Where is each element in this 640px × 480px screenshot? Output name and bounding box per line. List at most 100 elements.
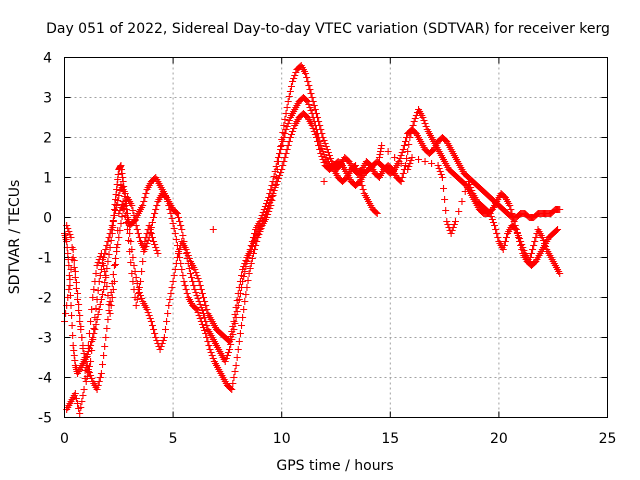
data-point	[358, 182, 366, 189]
data-point	[107, 302, 115, 309]
data-point	[468, 187, 476, 194]
data-point	[184, 252, 192, 259]
data-point	[442, 207, 450, 214]
data-point	[127, 259, 135, 266]
data-point	[145, 312, 153, 319]
data-point	[494, 234, 502, 241]
data-point	[109, 271, 117, 278]
data-point	[110, 212, 118, 219]
data-point	[441, 196, 449, 203]
data-point	[279, 129, 287, 136]
data-point	[238, 272, 246, 279]
data-point	[406, 160, 414, 167]
y-tick-label: -5	[38, 411, 52, 427]
data-point	[305, 101, 313, 108]
data-point	[151, 241, 159, 248]
data-point	[403, 155, 411, 162]
data-point	[110, 262, 118, 269]
data-point	[458, 198, 466, 205]
data-point	[71, 390, 79, 397]
data-point	[84, 342, 92, 349]
data-point	[234, 290, 242, 297]
data-point	[130, 262, 138, 269]
data-point	[372, 209, 380, 216]
data-point	[318, 130, 326, 137]
data-point	[166, 206, 174, 213]
data-point	[289, 78, 297, 85]
data-point	[235, 284, 243, 291]
y-tick-label: 0	[43, 211, 52, 227]
data-point	[270, 187, 278, 194]
data-point	[235, 338, 243, 345]
data-point	[173, 254, 181, 261]
data-point	[527, 250, 535, 257]
data-point	[134, 230, 142, 237]
data-point	[123, 226, 131, 233]
grid	[64, 57, 608, 418]
data-point	[405, 163, 413, 170]
data-point	[169, 278, 177, 285]
data-point	[397, 178, 405, 185]
data-point	[93, 262, 101, 269]
data-point	[152, 206, 160, 213]
data-point	[312, 110, 320, 117]
data-point	[128, 270, 136, 277]
data-point	[62, 310, 70, 317]
data-point	[242, 291, 250, 298]
data-point	[67, 266, 75, 273]
data-point	[303, 74, 311, 81]
data-point	[195, 312, 203, 319]
data-point	[202, 302, 210, 309]
data-point	[153, 202, 161, 209]
data-point	[520, 247, 528, 254]
data-point	[208, 352, 216, 359]
data-point	[228, 386, 236, 393]
data-point	[529, 246, 537, 253]
data-point	[397, 160, 405, 167]
data-point	[103, 283, 111, 290]
data-point	[183, 290, 191, 297]
data-point	[279, 162, 287, 169]
data-point	[278, 166, 286, 173]
data-point	[232, 314, 240, 321]
data-point	[281, 116, 289, 123]
data-point	[272, 181, 280, 188]
data-point	[154, 250, 162, 257]
data-point	[99, 361, 107, 368]
data-point	[317, 126, 325, 133]
data-point	[129, 207, 137, 214]
data-point	[224, 337, 232, 344]
data-point	[240, 306, 248, 313]
data-point	[231, 368, 239, 375]
data-point	[402, 162, 410, 169]
data-point	[180, 278, 188, 285]
data-point	[197, 318, 205, 325]
data-point	[408, 154, 416, 161]
data-point	[245, 270, 253, 277]
data-point	[274, 175, 282, 182]
data-point	[104, 292, 112, 299]
plot-frame	[64, 57, 608, 418]
data-point	[315, 118, 323, 125]
data-point	[68, 322, 76, 329]
data-point	[142, 190, 150, 197]
data-point	[121, 190, 129, 197]
data-point	[269, 190, 277, 197]
data-point	[175, 214, 183, 221]
data-point	[176, 218, 184, 225]
data-point	[286, 134, 294, 141]
data-point	[488, 216, 496, 223]
data-point	[289, 128, 297, 135]
data-point	[306, 86, 314, 93]
data-point	[108, 294, 116, 301]
data-point	[422, 123, 430, 130]
y-tick-label: -2	[38, 291, 52, 307]
data-point	[163, 194, 171, 201]
data-point	[117, 204, 125, 211]
data-point	[72, 285, 80, 292]
data-point	[70, 257, 78, 264]
data-point	[126, 230, 134, 237]
data-point	[91, 326, 99, 333]
data-point	[309, 98, 317, 105]
data-point	[84, 348, 92, 355]
